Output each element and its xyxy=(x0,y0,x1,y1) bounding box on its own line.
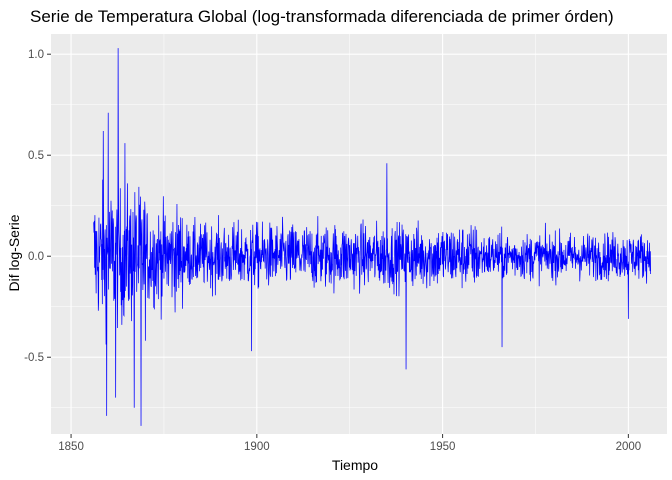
x-axis-title: Tiempo xyxy=(332,457,378,473)
y-tick-label: -0.5 xyxy=(24,352,44,364)
x-tick-label: 1850 xyxy=(58,441,84,453)
x-tick-label: 1950 xyxy=(430,441,456,453)
chart-title: Serie de Temperatura Global (log-transfo… xyxy=(30,7,614,26)
x-tick-label: 2000 xyxy=(616,441,642,453)
y-tick-label: 0.0 xyxy=(28,251,44,263)
y-axis-title: Dif log-Serie xyxy=(6,214,22,291)
y-axis: -0.5 0.0 0.5 1.0 xyxy=(24,49,51,364)
x-axis: 1850 1900 1950 2000 xyxy=(58,434,641,453)
plot-panel xyxy=(51,34,667,434)
y-tick-label: 1.0 xyxy=(28,49,44,61)
y-tick-label: 0.5 xyxy=(28,150,44,162)
x-tick-label: 1900 xyxy=(244,441,270,453)
series-line xyxy=(93,48,652,426)
minor-gridlines xyxy=(51,34,667,434)
